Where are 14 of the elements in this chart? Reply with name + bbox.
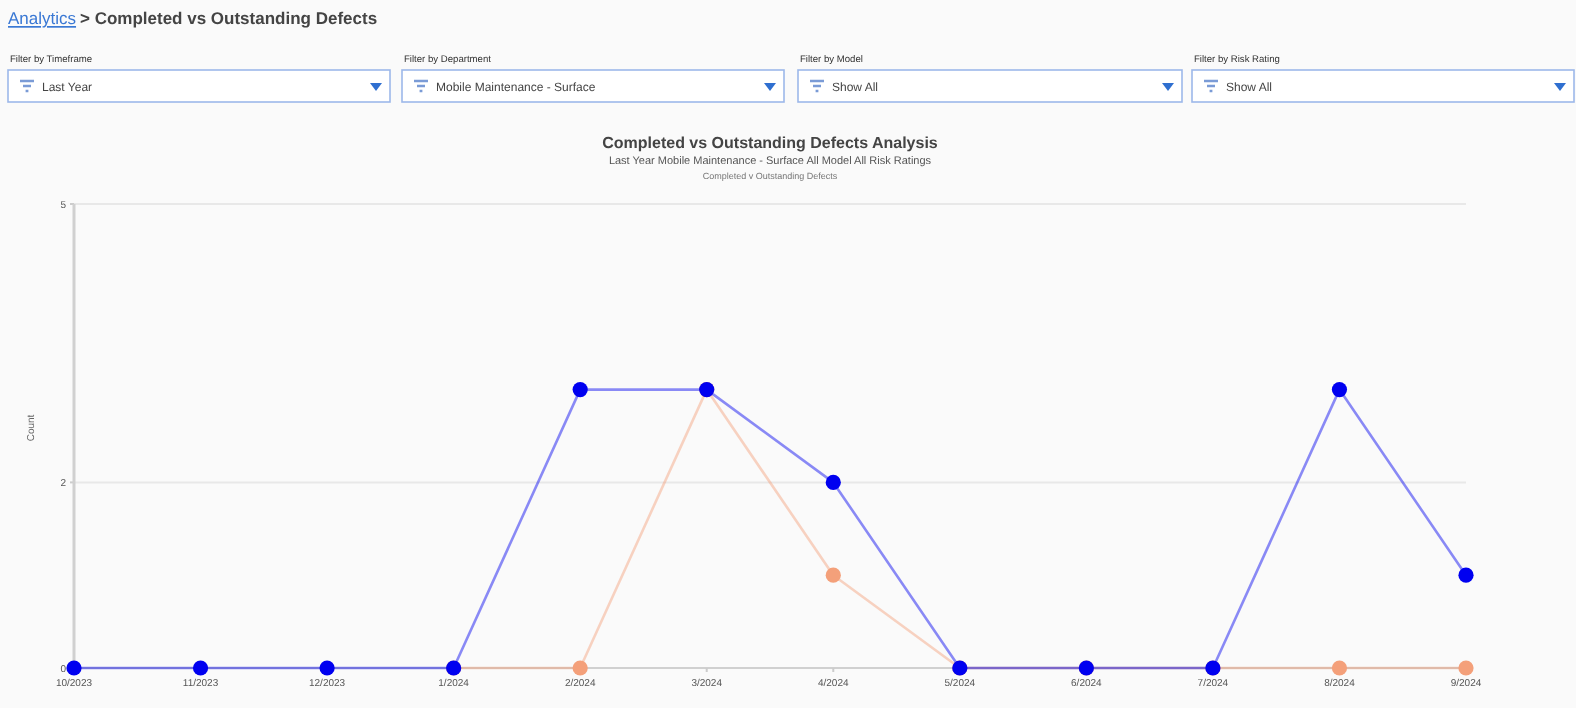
point xyxy=(572,660,588,676)
point xyxy=(1458,660,1474,676)
point xyxy=(319,660,335,676)
point xyxy=(572,382,588,398)
point xyxy=(66,660,82,676)
text: Analytics xyxy=(8,8,77,28)
point xyxy=(825,474,841,490)
text: > Completed vs Outstanding Defects xyxy=(80,8,378,28)
chart-title: Completed vs Outstanding Defects Analysis xyxy=(602,134,939,152)
point xyxy=(1331,660,1348,676)
point xyxy=(825,567,841,583)
point xyxy=(192,660,209,676)
point xyxy=(1458,567,1474,583)
point xyxy=(1331,382,1348,398)
